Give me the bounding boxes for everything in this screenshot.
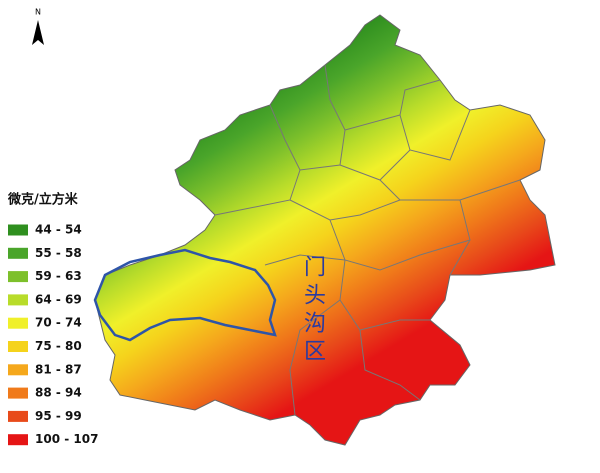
legend-swatch (8, 387, 28, 399)
district-lines (214, 64, 521, 416)
legend-label: 55 - 58 (35, 246, 82, 260)
north-label: N (35, 8, 41, 17)
legend-label: 75 - 80 (35, 339, 82, 353)
legend-swatch (8, 341, 28, 352)
legend-label: 44 - 54 (35, 223, 82, 237)
legend-swatch (8, 364, 28, 376)
legend-swatch (8, 317, 28, 329)
legend-label: 88 - 94 (35, 386, 82, 400)
legend-swatch (8, 294, 28, 306)
legend-label: 95 - 99 (35, 409, 82, 423)
legend-swatch (8, 434, 28, 446)
legend-label: 64 - 69 (35, 292, 82, 306)
legend-label: 70 - 74 (35, 316, 82, 330)
legend-label: 100 - 107 (35, 432, 98, 446)
legend: 44 - 54 55 - 58 59 - 63 64 - 69 70 - 74 75 - … (8, 223, 98, 446)
mentougou-outline (93, 248, 277, 342)
legend-label: 81 - 87 (35, 362, 82, 376)
legend-swatch (8, 224, 28, 236)
legend-swatch (8, 410, 28, 422)
north-arrow (32, 20, 44, 45)
beijing-boundary (94, 14, 556, 446)
legend-swatch (8, 271, 28, 283)
legend-title: 微克/立方米 (7, 192, 79, 208)
legend-label: 59 - 63 (35, 269, 82, 283)
district-label: 门头沟区 (300, 255, 326, 367)
legend-swatch (8, 247, 28, 259)
